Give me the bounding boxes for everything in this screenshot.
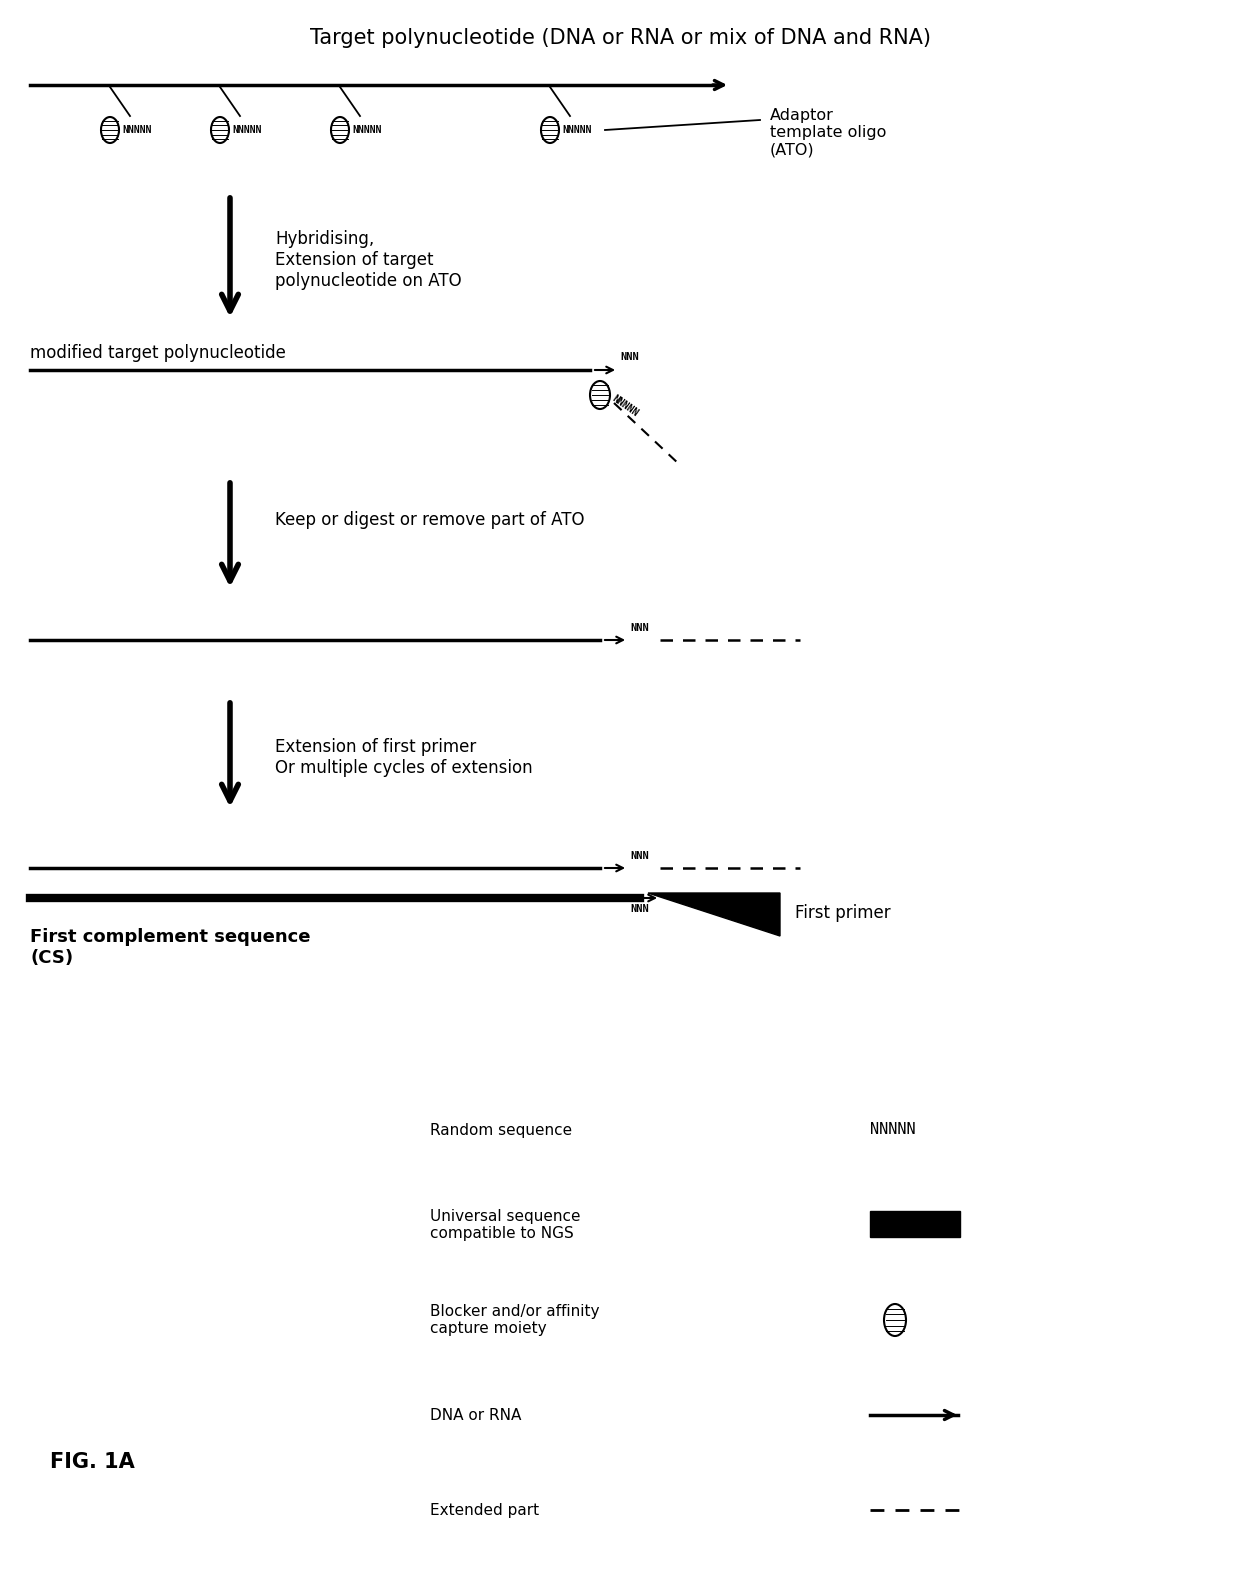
Polygon shape xyxy=(649,893,780,936)
Text: DNA or RNA: DNA or RNA xyxy=(430,1408,521,1422)
Ellipse shape xyxy=(331,117,348,143)
Text: NNN: NNN xyxy=(620,351,639,362)
Text: NNNNN: NNNNN xyxy=(562,124,591,135)
Text: FIG. 1A: FIG. 1A xyxy=(50,1452,135,1473)
Text: NNNNN: NNNNN xyxy=(122,124,151,135)
Text: NNNNN: NNNNN xyxy=(610,394,640,417)
Text: First complement sequence
(CS): First complement sequence (CS) xyxy=(30,928,310,967)
Ellipse shape xyxy=(541,117,559,143)
Text: NNNNN: NNNNN xyxy=(232,124,262,135)
Text: modified target polynucleotide: modified target polynucleotide xyxy=(30,343,286,362)
Text: Hybridising,
Extension of target
polynucleotide on ATO: Hybridising, Extension of target polynuc… xyxy=(275,230,461,290)
Text: NNN: NNN xyxy=(630,850,649,862)
Text: Random sequence: Random sequence xyxy=(430,1123,572,1137)
Text: First primer: First primer xyxy=(795,904,890,921)
Ellipse shape xyxy=(100,117,119,143)
Ellipse shape xyxy=(211,117,229,143)
Text: Adaptor
template oligo
(ATO): Adaptor template oligo (ATO) xyxy=(770,109,887,158)
Text: NNN: NNN xyxy=(630,904,649,914)
Text: Universal sequence
compatible to NGS: Universal sequence compatible to NGS xyxy=(430,1208,580,1241)
Text: Blocker and/or affinity
capture moiety: Blocker and/or affinity capture moiety xyxy=(430,1304,599,1336)
Bar xyxy=(870,1211,960,1236)
Ellipse shape xyxy=(884,1304,906,1336)
Text: NNNNN: NNNNN xyxy=(870,1123,915,1137)
Text: Target polynucleotide (DNA or RNA or mix of DNA and RNA): Target polynucleotide (DNA or RNA or mix… xyxy=(310,28,930,47)
Text: Extension of first primer
Or multiple cycles of extension: Extension of first primer Or multiple cy… xyxy=(275,739,533,776)
Ellipse shape xyxy=(590,381,610,410)
Text: NNNNN: NNNNN xyxy=(352,124,382,135)
Text: Extended part: Extended part xyxy=(430,1503,539,1517)
Text: Keep or digest or remove part of ATO: Keep or digest or remove part of ATO xyxy=(275,510,584,529)
Text: NNN: NNN xyxy=(630,624,649,633)
